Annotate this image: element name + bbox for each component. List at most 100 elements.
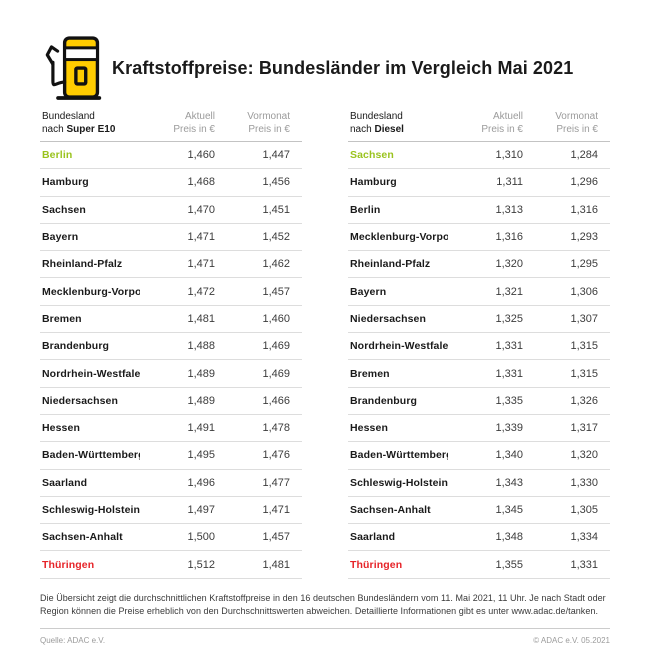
- previous-price: 1,306: [570, 285, 598, 298]
- state-name: Nordrhein-Westfalen: [42, 367, 140, 380]
- state-name: Saarland: [350, 531, 396, 544]
- current-price: 1,311: [496, 176, 523, 189]
- column-state-label: Bundesland: [350, 111, 403, 122]
- previous-price: 1,447: [262, 149, 290, 162]
- previous-price: 1,451: [262, 203, 290, 216]
- current-price: 1,471: [187, 258, 215, 271]
- previous-price: 1,305: [570, 504, 598, 516]
- footnote: Die Übersicht zeigt die durchschnittlich…: [40, 592, 606, 616]
- current-price: 1,331: [495, 340, 523, 353]
- fuel-table-diesel: Bundesland nach Diesel Aktuell Preis in …: [348, 111, 610, 579]
- state-name: Hamburg: [42, 176, 89, 189]
- footer: Quelle: ADAC e.V. © ADAC e.V. 05.2021: [40, 627, 610, 645]
- state-name: Mecklenburg-Vorpommern: [42, 285, 140, 298]
- current-price: 1,488: [187, 340, 215, 353]
- previous-price: 1,481: [262, 558, 290, 571]
- column-current-header: Aktuell Preis in €: [481, 111, 523, 135]
- state-name: Schleswig-Holstein: [42, 504, 140, 516]
- state-name: Bayern: [350, 285, 387, 298]
- current-price: 1,316: [495, 231, 523, 244]
- table-row: Saarland 1,348 1,334: [348, 524, 610, 552]
- column-state-header: Bundesland nach Super E10: [42, 111, 140, 136]
- current-price: 1,470: [187, 203, 215, 216]
- table-row: Bayern 1,471 1,452: [40, 224, 302, 252]
- table-row: Brandenburg 1,488 1,469: [40, 333, 302, 361]
- current-price: 1,471: [187, 231, 215, 244]
- state-name: Baden-Württemberg: [350, 449, 448, 462]
- current-price: 1,310: [495, 149, 523, 162]
- table-header: Bundesland nach Super E10 Aktuell Preis …: [40, 111, 302, 142]
- state-name: Rheinland-Pfalz: [42, 258, 123, 271]
- current-price: 1,345: [495, 504, 523, 516]
- table-row: Nordrhein-Westfalen 1,489 1,469: [40, 360, 302, 388]
- current-price: 1,343: [495, 476, 523, 489]
- fuel-name: Diesel: [374, 123, 404, 135]
- table-row: Schleswig-Holstein 1,497 1,471: [40, 497, 302, 525]
- current-price: 1,497: [187, 504, 215, 516]
- previous-price: 1,295: [570, 258, 598, 271]
- previous-price: 1,462: [262, 258, 290, 271]
- current-price: 1,340: [495, 449, 523, 462]
- table-row: Berlin 1,460 1,447: [40, 142, 302, 170]
- column-previous-header: Vormonat Preis in €: [555, 111, 598, 135]
- previous-price: 1,296: [570, 176, 598, 189]
- table-row: Niedersachsen 1,325 1,307: [348, 306, 610, 334]
- table-row: Sachsen-Anhalt 1,345 1,305: [348, 497, 610, 525]
- source-note: Quelle: ADAC e.V.: [40, 635, 106, 645]
- state-name: Thüringen: [42, 558, 95, 571]
- table-row: Hessen 1,339 1,317: [348, 415, 610, 443]
- state-name: Hamburg: [350, 176, 397, 189]
- table-row: Brandenburg 1,335 1,326: [348, 388, 610, 415]
- state-name: Thüringen: [350, 558, 403, 571]
- table-row: Rheinland-Pfalz 1,320 1,295: [348, 251, 610, 279]
- fuel-name: Super E10: [66, 123, 116, 135]
- table-header: Bundesland nach Diesel Aktuell Preis in …: [348, 111, 610, 142]
- table-row: Rheinland-Pfalz 1,471 1,462: [40, 251, 302, 279]
- previous-price: 1,469: [262, 367, 290, 380]
- state-name: Brandenburg: [350, 394, 418, 407]
- current-price: 1,489: [187, 367, 215, 380]
- current-price: 1,472: [187, 285, 215, 298]
- state-name: Nordrhein-Westfalen: [350, 340, 448, 353]
- previous-price: 1,317: [570, 422, 598, 435]
- previous-price: 1,456: [262, 176, 290, 189]
- page-title: Kraftstoffpreise: Bundesländer im Vergle…: [112, 57, 574, 78]
- previous-price: 1,284: [570, 149, 598, 162]
- previous-price: 1,334: [570, 531, 598, 544]
- previous-price: 1,452: [262, 231, 290, 244]
- table-row: Saarland 1,496 1,477: [40, 470, 302, 497]
- state-name: Rheinland-Pfalz: [350, 258, 431, 271]
- current-price: 1,348: [495, 531, 523, 544]
- previous-price: 1,466: [262, 394, 290, 407]
- current-price: 1,331: [495, 367, 523, 380]
- table-row: Hamburg 1,311 1,296: [348, 169, 610, 197]
- previous-price: 1,315: [570, 367, 598, 380]
- current-price: 1,491: [187, 422, 215, 435]
- table-row: Sachsen 1,470 1,451: [40, 197, 302, 224]
- current-price: 1,321: [495, 285, 523, 298]
- previous-price: 1,330: [570, 476, 598, 489]
- state-name: Sachsen-Anhalt: [350, 504, 431, 516]
- previous-price: 1,316: [570, 203, 598, 216]
- table-row: Baden-Württemberg 1,340 1,320: [348, 442, 610, 470]
- table-row: Bremen 1,481 1,460: [40, 306, 302, 334]
- table-row: Mecklenburg-Vorpommern 1,316 1,293: [348, 224, 610, 252]
- previous-price: 1,307: [570, 312, 598, 325]
- state-name: Niedersachsen: [350, 312, 427, 325]
- previous-price: 1,326: [570, 394, 598, 407]
- state-name: Berlin: [350, 203, 381, 216]
- table-row: Baden-Württemberg 1,495 1,476: [40, 442, 302, 470]
- table-row: Sachsen 1,310 1,284: [348, 142, 610, 170]
- current-price: 1,325: [495, 312, 523, 325]
- tables-area: Bundesland nach Super E10 Aktuell Preis …: [0, 111, 650, 579]
- state-name: Niedersachsen: [42, 394, 119, 407]
- state-name: Bremen: [350, 367, 390, 380]
- previous-price: 1,471: [262, 504, 290, 516]
- current-price: 1,496: [187, 476, 215, 489]
- column-current-header: Aktuell Preis in €: [173, 111, 215, 135]
- previous-price: 1,320: [570, 449, 598, 462]
- state-name: Sachsen: [42, 203, 86, 216]
- current-price: 1,335: [495, 394, 523, 407]
- previous-price: 1,478: [262, 422, 290, 435]
